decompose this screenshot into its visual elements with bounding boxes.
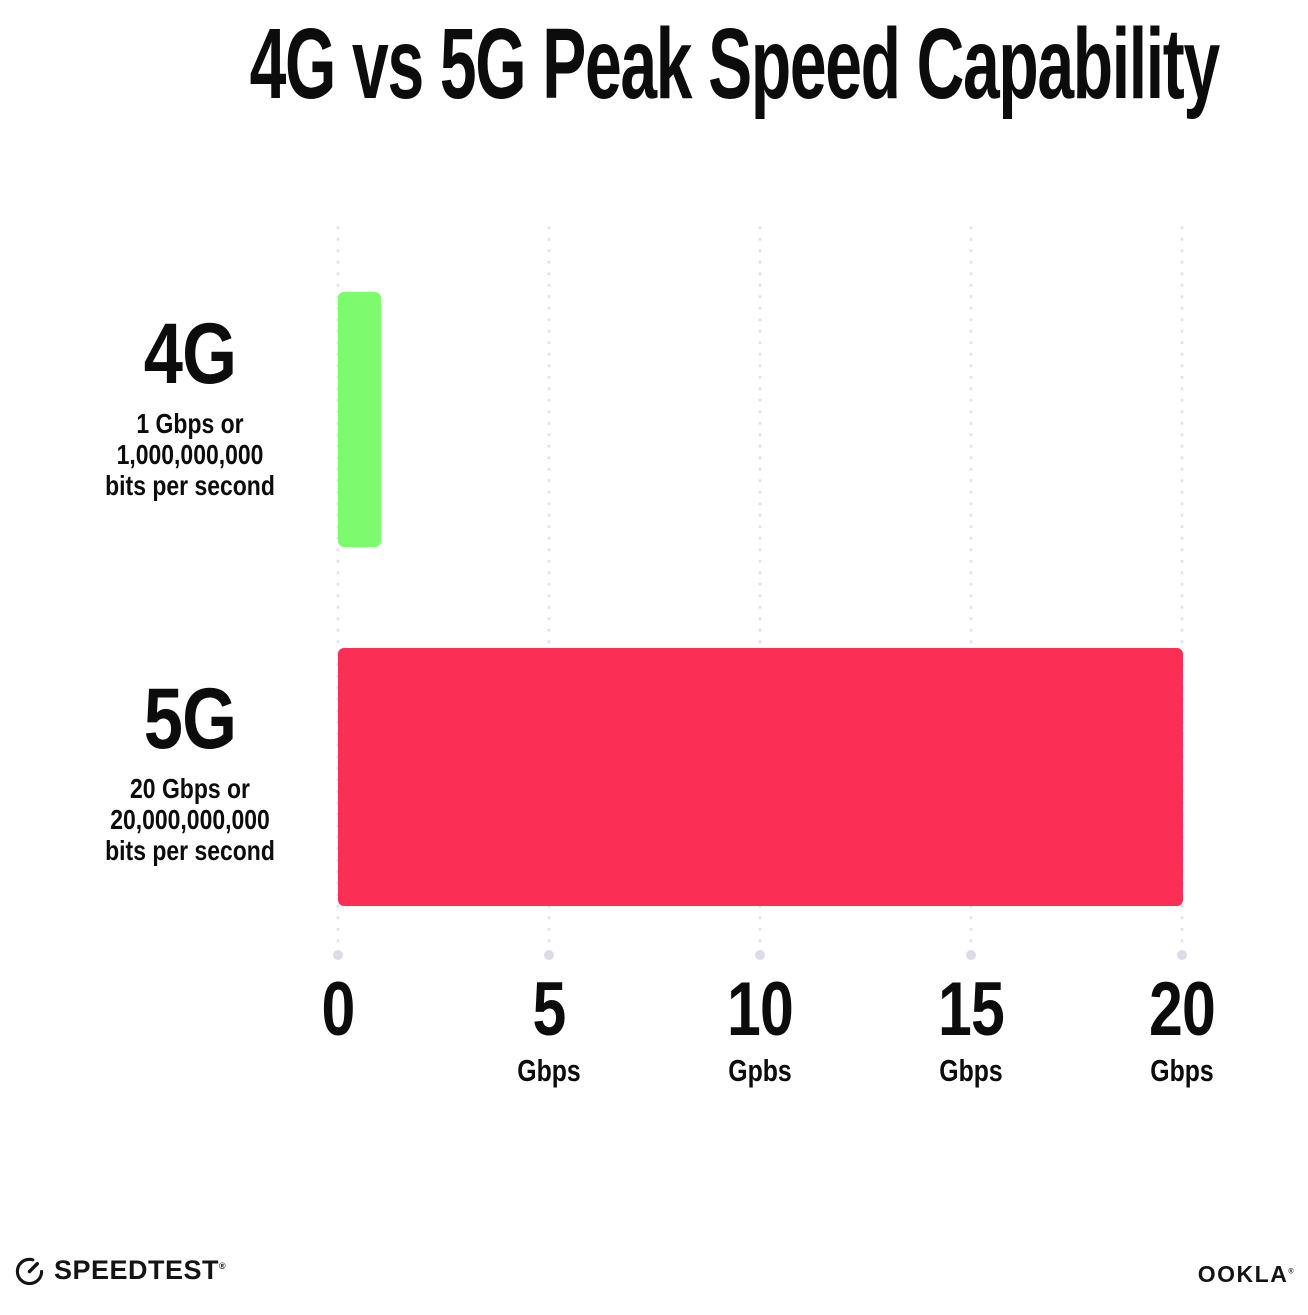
speedtest-trademark: ® bbox=[219, 1261, 227, 1271]
category-title-5g: 5G bbox=[143, 671, 237, 767]
category-sub-4g-line1: 1 Gbps or bbox=[136, 408, 244, 439]
speedtest-wordmark-text: SPEEDTEST bbox=[54, 1255, 220, 1285]
bar-4g bbox=[338, 292, 381, 547]
x-tick-label-5: 5 Gbps bbox=[453, 972, 645, 1088]
x-gridline-0 bbox=[336, 222, 340, 944]
x-gridline-10 bbox=[758, 222, 762, 944]
x-tick-dot-0 bbox=[333, 950, 343, 960]
speedtest-logo: SPEEDTEST® bbox=[14, 1255, 226, 1286]
x-tick-dot-15 bbox=[966, 950, 976, 960]
page-title-text: 4G vs 5G Peak Speed Capability bbox=[249, 8, 1221, 120]
x-tick-unit-5: Gbps bbox=[517, 1053, 581, 1088]
ookla-trademark: ® bbox=[1288, 1268, 1295, 1276]
x-tick-label-0: 0 bbox=[242, 972, 434, 1054]
x-gridline-20 bbox=[1180, 222, 1184, 944]
x-tick-number-0: 0 bbox=[321, 967, 355, 1052]
page-title: 4G vs 5G Peak Speed Capability bbox=[0, 14, 1308, 114]
category-sub-4g-line3: bits per second bbox=[105, 470, 275, 501]
x-tick-number-15: 15 bbox=[937, 967, 1005, 1052]
category-sub-4g-line2: 1,000,000,000 bbox=[116, 439, 264, 470]
category-title-4g: 4G bbox=[143, 306, 237, 402]
ookla-logo: OOKLA® bbox=[1198, 1261, 1295, 1288]
x-tick-label-15: 15 Gbps bbox=[875, 972, 1067, 1088]
x-tick-dot-20 bbox=[1177, 950, 1187, 960]
category-sub-5g-line1: 20 Gbps or bbox=[130, 773, 250, 804]
x-tick-number-5: 5 bbox=[532, 967, 566, 1052]
speedtest-gauge-icon bbox=[14, 1255, 45, 1286]
x-tick-dot-5 bbox=[544, 950, 554, 960]
category-label-5g: 5G 20 Gbps or 20,000,000,000 bits per se… bbox=[67, 671, 313, 866]
x-tick-label-20: 20 Gbps bbox=[1086, 972, 1278, 1088]
x-gridline-15 bbox=[969, 222, 973, 944]
x-tick-number-20: 20 bbox=[1148, 967, 1216, 1052]
bar-5g bbox=[338, 648, 1183, 906]
x-tick-unit-20: Gbps bbox=[1150, 1053, 1214, 1088]
x-tick-label-10: 10 Gpbs bbox=[664, 972, 856, 1088]
x-tick-unit-15: Gbps bbox=[939, 1053, 1003, 1088]
x-tick-unit-10: Gpbs bbox=[728, 1053, 792, 1088]
category-label-4g: 4G 1 Gbps or 1,000,000,000 bits per seco… bbox=[67, 306, 313, 501]
ookla-wordmark-text: OOKLA bbox=[1197, 1261, 1289, 1287]
speedtest-wordmark: SPEEDTEST® bbox=[54, 1255, 226, 1286]
category-sub-5g-line3: bits per second bbox=[105, 835, 275, 866]
x-tick-number-10: 10 bbox=[726, 967, 794, 1052]
x-tick-dot-10 bbox=[755, 950, 765, 960]
category-sub-5g-line2: 20,000,000,000 bbox=[110, 804, 270, 835]
x-gridline-5 bbox=[547, 222, 551, 944]
category-sub-4g: 1 Gbps or 1,000,000,000 bits per second bbox=[67, 408, 313, 501]
category-sub-5g: 20 Gbps or 20,000,000,000 bits per secon… bbox=[67, 773, 313, 866]
